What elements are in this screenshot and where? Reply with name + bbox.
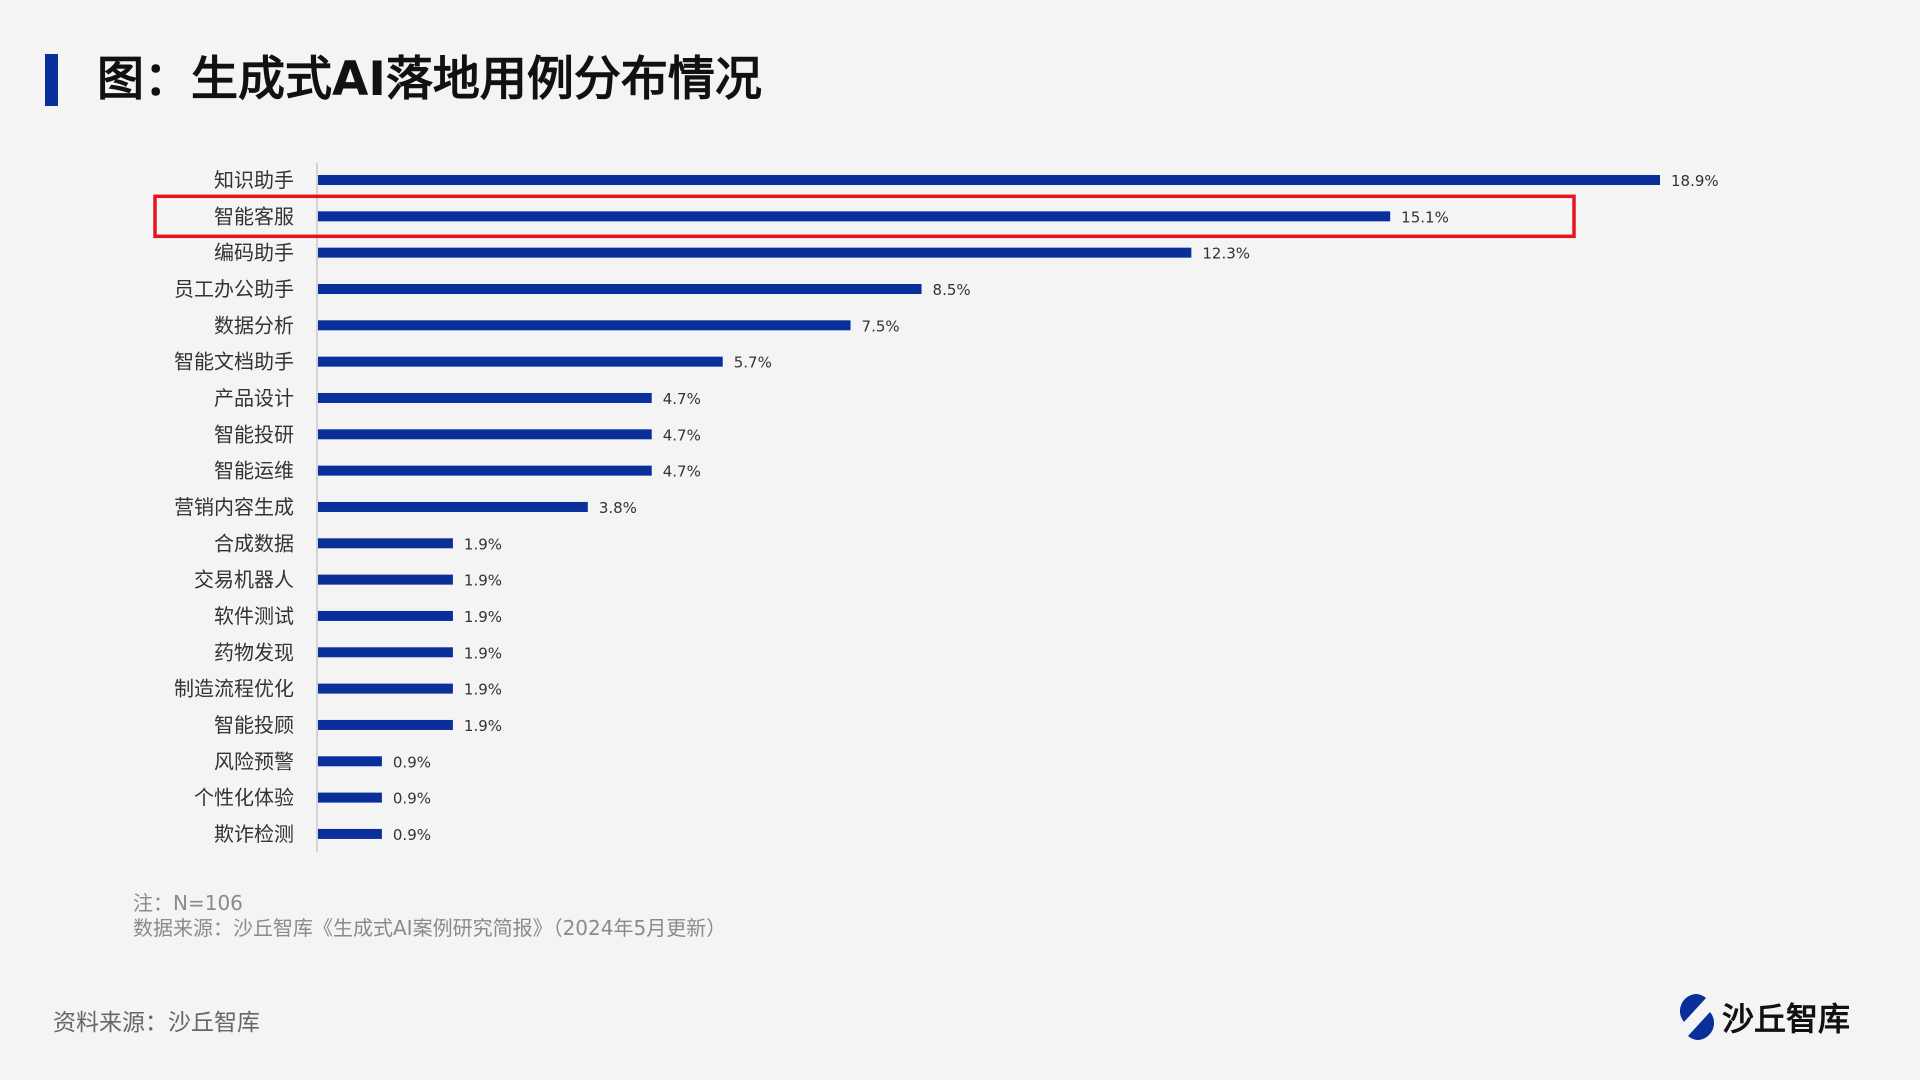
logo-text: 沙丘智库 (1722, 1000, 1851, 1038)
bar (318, 756, 382, 767)
category-label: 软件测试 (214, 604, 294, 628)
bar (318, 283, 922, 294)
value-label: 8.5% (933, 281, 971, 299)
bar (318, 719, 453, 730)
bar (318, 175, 1660, 185)
logo-s-icon (1680, 994, 1714, 1040)
bar (318, 501, 588, 512)
category-label: 编码助手 (214, 241, 294, 265)
value-label: 1.9% (464, 572, 502, 590)
value-label: 7.5% (862, 317, 900, 335)
value-label: 1.9% (464, 717, 502, 735)
value-label: 1.9% (464, 681, 502, 699)
value-label: 4.7% (663, 390, 701, 408)
value-label: 4.7% (663, 426, 701, 444)
bar (318, 683, 453, 694)
category-label: 智能投研 (214, 422, 294, 446)
bar (318, 211, 1391, 222)
title-accent-bar (45, 54, 58, 106)
category-label: 欺诈检测 (214, 822, 294, 846)
category-label: 知识助手 (214, 168, 294, 192)
category-label: 交易机器人 (194, 568, 294, 592)
category-label: 智能文档助手 (174, 350, 294, 374)
category-label: 合成数据 (214, 531, 294, 555)
bar (318, 429, 652, 440)
value-label: 1.9% (464, 644, 502, 662)
category-label: 制造流程优化 (174, 677, 294, 701)
value-label: 5.7% (734, 354, 772, 372)
category-label: 个性化体验 (194, 786, 294, 810)
page-title: 图：生成式AI落地用例分布情况 (97, 52, 762, 107)
category-label: 数据分析 (214, 313, 294, 337)
bar (318, 320, 851, 331)
value-label: 18.9% (1671, 172, 1719, 190)
bar (318, 792, 382, 803)
category-label: 药物发现 (214, 640, 294, 664)
value-label: 4.7% (663, 463, 701, 481)
note-data-source: 数据来源：沙丘智库《生成式AI案例研究简报》（2024年5月更新） (133, 916, 727, 940)
highlight-box (153, 194, 1576, 239)
bar (318, 647, 453, 658)
bar (318, 538, 453, 549)
bar (318, 247, 1192, 258)
category-label: 营销内容生成 (174, 495, 294, 519)
note-sample-size: 注：N=106 (133, 891, 243, 915)
bar (318, 610, 453, 621)
value-label: 1.9% (464, 535, 502, 553)
value-label: 15.1% (1401, 208, 1449, 226)
bar (318, 392, 652, 403)
category-label: 风险预警 (214, 749, 294, 773)
footer-source: 资料来源：沙丘智库 (53, 1010, 260, 1036)
value-label: 0.9% (393, 790, 431, 808)
category-label: 员工办公助手 (174, 277, 294, 301)
bar (318, 356, 723, 367)
category-label: 产品设计 (214, 386, 294, 410)
value-label: 3.8% (599, 499, 637, 517)
category-label: 智能运维 (214, 459, 294, 483)
value-label: 12.3% (1202, 245, 1250, 263)
bar (318, 828, 382, 839)
value-label: 0.9% (393, 826, 431, 844)
value-label: 0.9% (393, 753, 431, 771)
category-label: 智能投顾 (214, 713, 294, 737)
bar (318, 465, 652, 476)
category-label: 智能客服 (214, 204, 294, 228)
brand-logo: 沙丘智库 (1680, 994, 1850, 1040)
bar (318, 574, 453, 585)
value-label: 1.9% (464, 608, 502, 626)
